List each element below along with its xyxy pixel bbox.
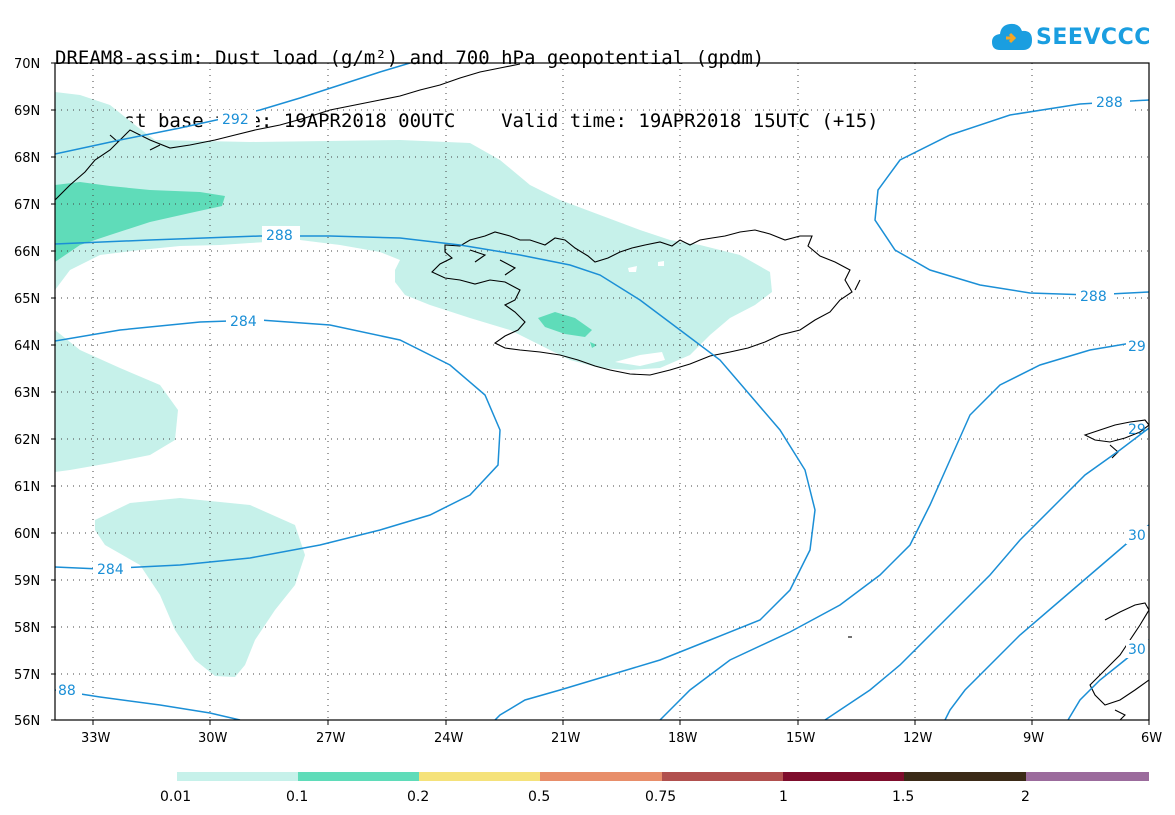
dust-region-south <box>95 498 305 677</box>
legend-swatch <box>662 772 783 781</box>
legend-tick: 0.2 <box>407 789 429 805</box>
legend-tick: 1.5 <box>892 789 914 805</box>
clear-patch-south-iceland <box>615 352 665 366</box>
logo-text: SEEVCCC <box>1036 24 1151 50</box>
dust-region-core-iceland <box>538 312 592 337</box>
lon-label: 27W <box>316 731 346 746</box>
lat-label: 69N <box>14 104 40 119</box>
coast-iceland <box>431 229 861 376</box>
lat-label: 61N <box>14 480 40 495</box>
lat-label: 56N <box>14 714 40 729</box>
legend-swatch <box>419 772 540 781</box>
legend-tick: 1 <box>779 789 788 805</box>
contour-labels: 292 288 284 284 88 288 288 29 30 30 29 <box>56 93 1149 699</box>
contour-label-284-north: 284 <box>230 314 257 330</box>
contour-label-29-faroe: 29 <box>1128 422 1146 438</box>
seevccc-logo: SEEVCCC <box>990 20 1151 54</box>
contour-label-288-ne: 288 <box>1096 95 1123 111</box>
lon-label: 30W <box>198 731 228 746</box>
contour-label-284-south: 284 <box>97 562 124 578</box>
grid-lines <box>55 63 1149 720</box>
lat-label: 68N <box>14 151 40 166</box>
legend-swatch <box>298 772 419 781</box>
geopotential-contours <box>55 63 1149 720</box>
contour-label-30-south: 30 <box>1128 642 1146 658</box>
lat-label: 58N <box>14 621 40 636</box>
lat-label: 57N <box>14 668 40 683</box>
legend-swatch <box>540 772 662 781</box>
dust-region-west <box>55 330 178 472</box>
contour-label-29: 29 <box>1128 339 1146 355</box>
legend-colorbar <box>177 772 1149 781</box>
legend-tick: 0.75 <box>645 789 676 805</box>
legend-swatch <box>1026 772 1149 781</box>
lon-label: 33W <box>81 731 111 746</box>
dust-region-core-west <box>55 182 225 262</box>
axis-ticks <box>51 62 1150 725</box>
legend-swatch <box>177 772 298 781</box>
coastlines <box>55 63 1149 720</box>
contour-label-288: 288 <box>266 228 293 244</box>
contour-292 <box>55 63 411 155</box>
legend-tick: 2 <box>1021 789 1030 805</box>
lat-label: 63N <box>14 386 40 401</box>
lat-label: 70N <box>14 57 40 72</box>
contour-label-88: 88 <box>58 683 76 699</box>
lon-label: 15W <box>786 731 816 746</box>
coast-greenland <box>55 63 521 201</box>
lat-label: 59N <box>14 574 40 589</box>
map-content: 292 288 284 284 88 288 288 29 30 30 29 <box>55 63 1149 720</box>
lat-label: 65N <box>14 292 40 307</box>
lat-label: 64N <box>14 339 40 354</box>
lat-label: 67N <box>14 198 40 213</box>
legend-ticks: 0.01 0.1 0.2 0.5 0.75 1 1.5 2 <box>160 789 1030 805</box>
cloud-icon <box>992 23 1032 50</box>
latitude-labels: 70N 69N 68N 67N 66N 65N 64N 63N 62N 61N … <box>14 57 40 729</box>
contour-label-30: 30 <box>1128 528 1146 544</box>
lon-label: 6W <box>1141 731 1162 746</box>
lon-label: 18W <box>668 731 698 746</box>
lon-label: 24W <box>434 731 464 746</box>
longitude-labels: 33W 30W 27W 24W 21W 18W 15W 12W 9W 6W <box>81 731 1162 746</box>
contour-288-east-top <box>874 99 1149 296</box>
lat-label: 62N <box>14 433 40 448</box>
contour-label-292: 292 <box>222 112 249 128</box>
clear-patch-northeast-2 <box>658 261 664 266</box>
lat-label: 66N <box>14 245 40 260</box>
contour-296 <box>659 339 1149 720</box>
legend-swatch <box>783 772 904 781</box>
contour-288-southwest <box>55 689 241 720</box>
legend-tick: 0.01 <box>160 789 191 805</box>
contour-288-west <box>55 235 816 720</box>
coast-scotland <box>1089 602 1149 720</box>
legend-tick: 0.1 <box>286 789 308 805</box>
lon-label: 21W <box>551 731 581 746</box>
contour-300 <box>824 427 1149 720</box>
contour-label-288-e: 288 <box>1080 289 1107 305</box>
lon-label: 12W <box>903 731 933 746</box>
legend-swatch <box>904 772 1026 781</box>
lon-label: 9W <box>1023 731 1044 746</box>
dust-region-core-dot <box>590 342 597 348</box>
legend-tick: 0.5 <box>528 789 550 805</box>
dust-region-north <box>55 92 772 370</box>
contour-304 <box>944 524 1149 720</box>
lat-label: 60N <box>14 527 40 542</box>
clear-patch-northeast <box>628 266 637 272</box>
